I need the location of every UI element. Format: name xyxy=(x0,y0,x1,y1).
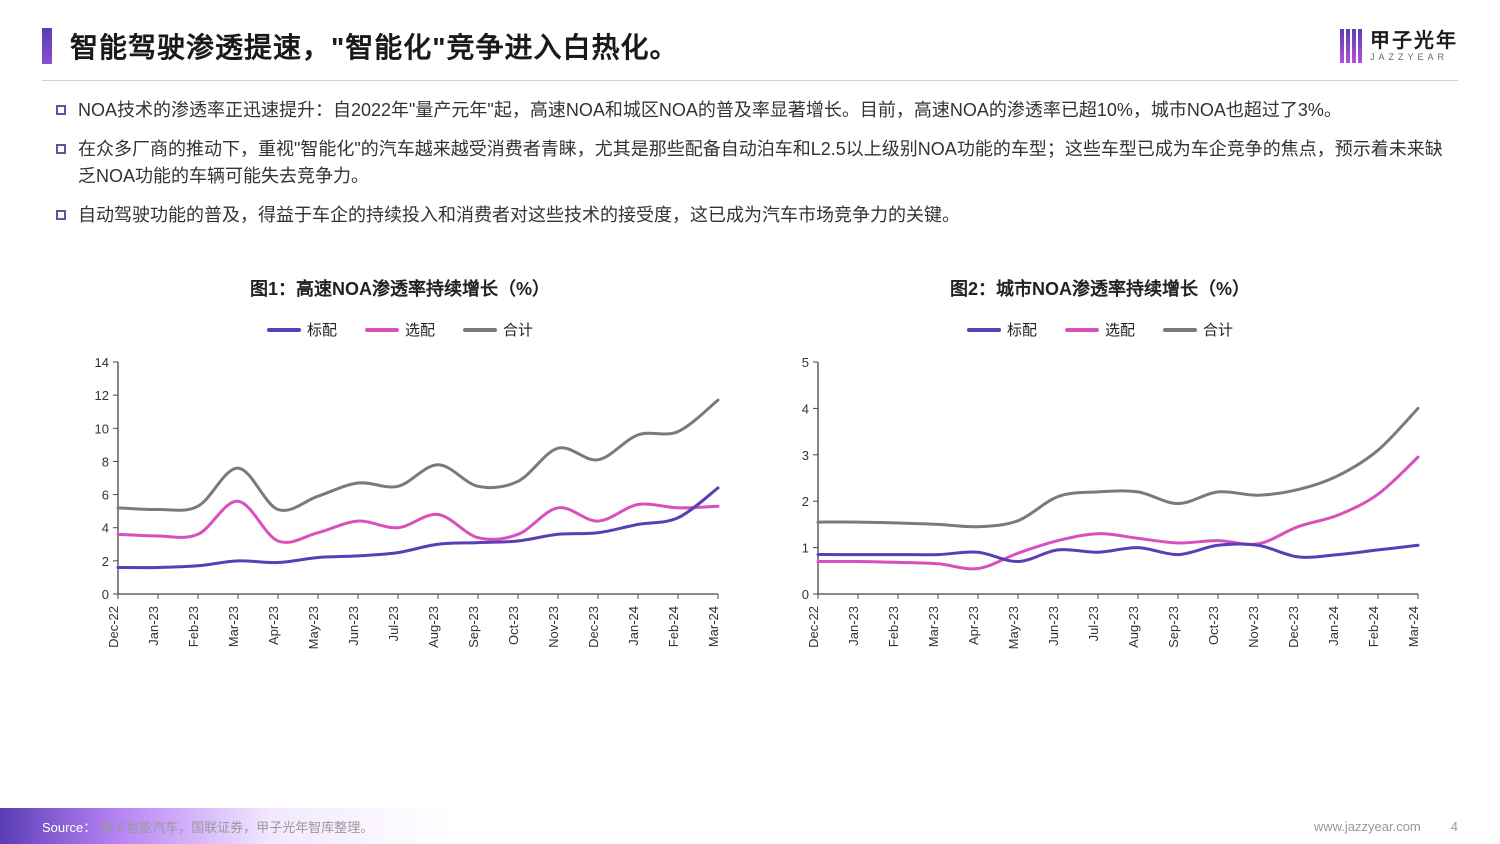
logo-mark-icon xyxy=(1340,29,1362,63)
bullet-item: NOA技术的渗透率正迅速提升：自2022年"量产元年"起，高速NOA和城区NOA… xyxy=(56,97,1444,124)
source-label: Source： xyxy=(42,817,96,836)
slide-title: 智能驾驶渗透提速，"智能化"竞争进入白热化。 xyxy=(70,26,1340,66)
brand-logo: 甲子光年 JAZZYEAR xyxy=(1340,29,1458,63)
svg-text:Sep-23: Sep-23 xyxy=(1166,606,1181,648)
svg-text:Dec-22: Dec-22 xyxy=(106,606,121,648)
svg-text:Mar-23: Mar-23 xyxy=(926,606,941,647)
svg-text:Dec-22: Dec-22 xyxy=(806,606,821,648)
svg-text:Jan-23: Jan-23 xyxy=(846,606,861,646)
chart1-title: 图1：高速NOA渗透率持续增长（%） xyxy=(70,275,730,301)
svg-text:Nov-23: Nov-23 xyxy=(1246,606,1261,648)
svg-text:Feb-24: Feb-24 xyxy=(1366,606,1381,647)
charts-row: 图1：高速NOA渗透率持续增长（%） 标配 选配 合计 02468101214D… xyxy=(0,241,1500,695)
bullet-item: 在众多厂商的推动下，重视"智能化"的汽车越来越受消费者青睐，尤其是那些配备自动泊… xyxy=(56,136,1444,190)
svg-text:Feb-23: Feb-23 xyxy=(886,606,901,647)
title-accent-bar xyxy=(42,28,52,64)
svg-text:2: 2 xyxy=(102,554,109,569)
logo-text-cn: 甲子光年 xyxy=(1370,31,1458,51)
bullet-marker-icon xyxy=(56,105,66,115)
svg-text:Jun-23: Jun-23 xyxy=(346,606,361,646)
svg-text:12: 12 xyxy=(95,388,109,403)
chart2-svg: 0 1 2 3 4 5 Dec-22 Jan-23 Feb-23 Mar-23 Apr-23 May-… xyxy=(770,350,1430,690)
svg-text:4: 4 xyxy=(802,401,809,416)
svg-text:Aug-23: Aug-23 xyxy=(1126,606,1141,648)
footer-website: www.jazzyear.com xyxy=(1314,819,1421,834)
svg-text:Jun-23: Jun-23 xyxy=(1046,606,1061,646)
svg-text:14: 14 xyxy=(95,355,109,370)
svg-text:Jul-23: Jul-23 xyxy=(1086,606,1101,641)
chart1-legend: 标配 选配 合计 xyxy=(70,319,730,340)
chart2-legend: 标配 选配 合计 xyxy=(770,319,1430,340)
svg-text:Jul-23: Jul-23 xyxy=(386,606,401,641)
source-text: 高工智能汽车，国联证券，甲子光年智库整理。 xyxy=(100,817,373,836)
svg-text:Sep-23: Sep-23 xyxy=(466,606,481,648)
legend-standard: 标配 xyxy=(967,319,1037,340)
legend-optional: 选配 xyxy=(365,319,435,340)
svg-text:6: 6 xyxy=(102,488,109,503)
chart2-title: 图2：城市NOA渗透率持续增长（%） xyxy=(770,275,1430,301)
chart1-block: 图1：高速NOA渗透率持续增长（%） 标配 选配 合计 0 2 4 6 8 10 12 14 D… xyxy=(70,275,730,695)
svg-text:Jan-24: Jan-24 xyxy=(1326,606,1341,646)
svg-text:Mar-24: Mar-24 xyxy=(1406,606,1421,647)
svg-text:Oct-23: Oct-23 xyxy=(1206,606,1221,645)
svg-text:Feb-24: Feb-24 xyxy=(666,606,681,647)
svg-text:Jan-24: Jan-24 xyxy=(626,606,641,646)
svg-text:Feb-23: Feb-23 xyxy=(186,606,201,647)
svg-text:Nov-23: Nov-23 xyxy=(546,606,561,648)
svg-text:May-23: May-23 xyxy=(306,606,321,649)
chart2-block: 图2：城市NOA渗透率持续增长（%） 标配 选配 合计 0 1 2 3 4 5 Dec-22… xyxy=(770,275,1430,695)
svg-text:4: 4 xyxy=(102,521,109,536)
svg-text:1: 1 xyxy=(802,541,809,556)
slide-header: 智能驾驶渗透提速，"智能化"竞争进入白热化。 甲子光年 JAZZYEAR xyxy=(0,0,1500,72)
svg-text:8: 8 xyxy=(102,454,109,469)
bullet-marker-icon xyxy=(56,144,66,154)
svg-text:Oct-23: Oct-23 xyxy=(506,606,521,645)
bullet-list: NOA技术的渗透率正迅速提升：自2022年"量产元年"起，高速NOA和城区NOA… xyxy=(0,81,1500,229)
svg-text:Mar-24: Mar-24 xyxy=(706,606,721,647)
svg-text:Apr-23: Apr-23 xyxy=(966,606,981,645)
bullet-marker-icon xyxy=(56,210,66,220)
svg-text:Jan-23: Jan-23 xyxy=(146,606,161,646)
bullet-item: 自动驾驶功能的普及，得益于车企的持续投入和消费者对这些技术的接受度，这已成为汽车… xyxy=(56,202,1444,229)
svg-text:0: 0 xyxy=(102,587,109,602)
logo-text-en: JAZZYEAR xyxy=(1370,53,1458,62)
svg-text:10: 10 xyxy=(95,421,109,436)
svg-text:Dec-23: Dec-23 xyxy=(1286,606,1301,648)
svg-text:5: 5 xyxy=(802,355,809,370)
svg-text:Dec-23: Dec-23 xyxy=(586,606,601,648)
bullet-text: NOA技术的渗透率正迅速提升：自2022年"量产元年"起，高速NOA和城区NOA… xyxy=(78,97,1342,124)
svg-text:2: 2 xyxy=(802,494,809,509)
legend-total: 合计 xyxy=(1163,319,1233,340)
legend-total: 合计 xyxy=(463,319,533,340)
bullet-text: 自动驾驶功能的普及，得益于车企的持续投入和消费者对这些技术的接受度，这已成为汽车… xyxy=(78,202,960,229)
svg-text:3: 3 xyxy=(802,448,809,463)
page-number: 4 xyxy=(1451,819,1458,834)
svg-text:May-23: May-23 xyxy=(1006,606,1021,649)
legend-optional: 选配 xyxy=(1065,319,1135,340)
legend-standard: 标配 xyxy=(267,319,337,340)
svg-text:0: 0 xyxy=(802,587,809,602)
bullet-text: 在众多厂商的推动下，重视"智能化"的汽车越来越受消费者青睐，尤其是那些配备自动泊… xyxy=(78,136,1444,190)
svg-text:Apr-23: Apr-23 xyxy=(266,606,281,645)
slide-footer: Source： 高工智能汽车，国联证券，甲子光年智库整理。 www.jazzye… xyxy=(0,808,1500,844)
svg-text:Aug-23: Aug-23 xyxy=(426,606,441,648)
svg-text:Mar-23: Mar-23 xyxy=(226,606,241,647)
chart1-svg: 0 2 4 6 8 10 12 14 Dec-22 Jan-23 Feb-23 Mar-23 Apr-2… xyxy=(70,350,730,690)
